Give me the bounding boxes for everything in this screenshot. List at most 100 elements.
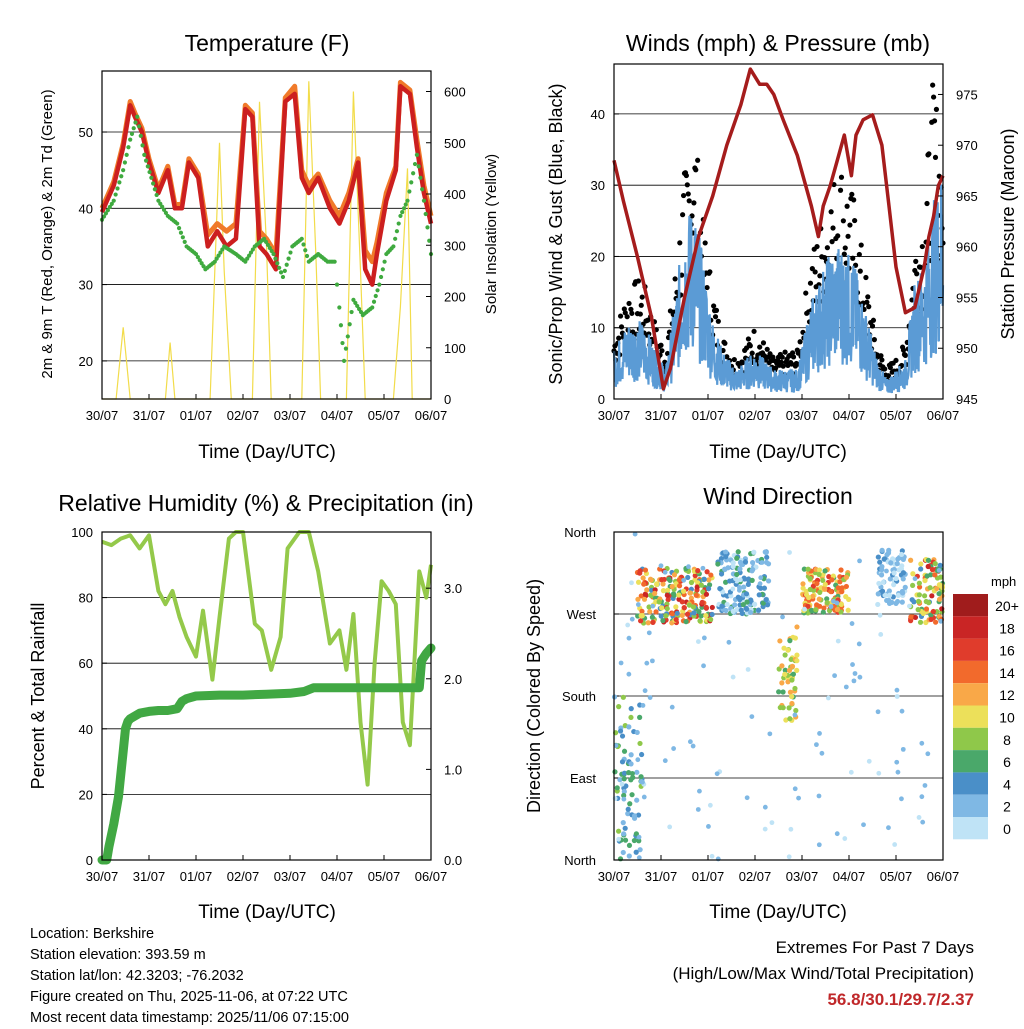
dewpoint-point <box>403 202 408 207</box>
direction-panel: Wind Direction Time (Day/UTC) Direction … <box>524 483 1019 923</box>
dewpoint-point <box>377 282 382 287</box>
direction-point <box>616 836 622 842</box>
direction-point <box>917 584 923 590</box>
gust-point <box>629 310 635 316</box>
gust-point <box>887 364 893 371</box>
solar-axis-tick-label-3: 300 <box>444 238 466 253</box>
x-tick-label-1: 31/07 <box>133 869 166 884</box>
direction-point <box>734 607 740 613</box>
extremes-values: 56.8/30.1/29.7/2.37 <box>827 990 974 1009</box>
gust-point <box>817 273 823 279</box>
y-tick-label-4: 40 <box>591 107 605 122</box>
gust-point <box>858 242 864 248</box>
direction-point <box>816 567 823 573</box>
legend-label-1: 18 <box>999 620 1015 636</box>
gust-point <box>637 311 643 317</box>
gust-point <box>851 197 857 203</box>
direction-point <box>838 601 845 607</box>
dewpoint-point <box>143 158 149 163</box>
gust-point <box>857 268 863 274</box>
direction-point <box>676 583 683 589</box>
direction-point <box>900 570 907 576</box>
dewpoint-point <box>418 175 423 180</box>
dewpoint-point <box>345 334 350 339</box>
dewpoint-point <box>154 192 159 198</box>
direction-point <box>726 639 732 645</box>
direction-point <box>733 575 739 582</box>
direction-point <box>842 836 848 841</box>
gust-point <box>914 271 920 277</box>
direction-point <box>794 624 800 630</box>
dewpoint-point <box>347 322 352 327</box>
direction-point <box>916 592 922 598</box>
direction-point <box>660 588 667 594</box>
dewpoint-point <box>405 198 410 203</box>
solar-axis-tick-label-6: 600 <box>444 85 466 100</box>
dewpoint-point <box>299 236 304 241</box>
dewpoint-point <box>304 253 310 259</box>
dewpoint-point <box>220 247 225 252</box>
x-tick-label-2: 01/07 <box>180 869 213 884</box>
gust-point <box>821 254 828 261</box>
dewpoint-point <box>358 309 364 315</box>
direction-point <box>919 794 925 800</box>
direction-point <box>792 685 798 692</box>
direction-point <box>667 824 673 830</box>
pressure-axis-tick-label-6: 975 <box>956 87 978 102</box>
direction-point <box>625 811 631 817</box>
direction-point <box>900 556 907 562</box>
direction-label-3: West <box>567 607 597 622</box>
direction-point <box>792 712 798 718</box>
direction-point <box>621 792 627 799</box>
direction-point <box>887 576 893 582</box>
legend-title: mph <box>991 574 1016 589</box>
direction-point <box>637 740 643 747</box>
direction-point <box>653 609 659 615</box>
direction-point <box>924 573 930 579</box>
gust-point <box>842 245 848 251</box>
direction-point <box>807 586 813 593</box>
direction-point <box>802 606 807 612</box>
legend-swatch-9 <box>953 794 988 817</box>
gust-point <box>926 151 932 157</box>
direction-point <box>699 599 705 606</box>
direction-point <box>693 592 699 598</box>
direction-point <box>679 599 685 605</box>
direction-point <box>619 733 626 739</box>
direction-point <box>916 815 922 820</box>
direction-point <box>879 564 885 570</box>
direction-point <box>893 575 899 582</box>
y-tick-label-3: 30 <box>591 178 605 193</box>
gust-point <box>865 294 871 300</box>
gust-point <box>866 304 872 310</box>
gust-point <box>749 350 755 356</box>
direction-point <box>938 618 944 624</box>
direction-point <box>884 568 889 574</box>
dewpoint-point <box>121 168 126 173</box>
humidity-title: Relative Humidity (%) & Precipitation (i… <box>58 490 473 516</box>
direction-point <box>934 585 940 592</box>
direction-point <box>875 591 881 597</box>
direction-point <box>697 618 703 624</box>
gust-point <box>882 366 888 372</box>
direction-point <box>723 549 729 555</box>
pressure-axis-tick-label-0: 945 <box>956 392 978 407</box>
gust-point <box>879 357 885 363</box>
direction-point <box>695 639 701 645</box>
pressure-axis-tick-label-4: 965 <box>956 189 978 204</box>
gust-point <box>751 328 757 334</box>
direction-point <box>785 679 791 685</box>
direction-point <box>640 779 645 785</box>
direction-point <box>671 592 677 598</box>
direction-point <box>701 576 707 582</box>
direction-point <box>740 601 746 608</box>
direction-point <box>756 592 762 598</box>
direction-point <box>817 589 823 595</box>
direction-point <box>644 587 650 593</box>
direction-point <box>664 605 670 612</box>
humidity-panel: Relative Humidity (%) & Precipitation (i… <box>28 490 474 923</box>
gust-point <box>745 336 752 342</box>
temperature-ylabel-right: Solar Insolation (Yellow) <box>483 154 500 314</box>
temperature-ylabel-left: 2m & 9m T (Red, Orange) & 2m Td (Green) <box>39 89 56 378</box>
